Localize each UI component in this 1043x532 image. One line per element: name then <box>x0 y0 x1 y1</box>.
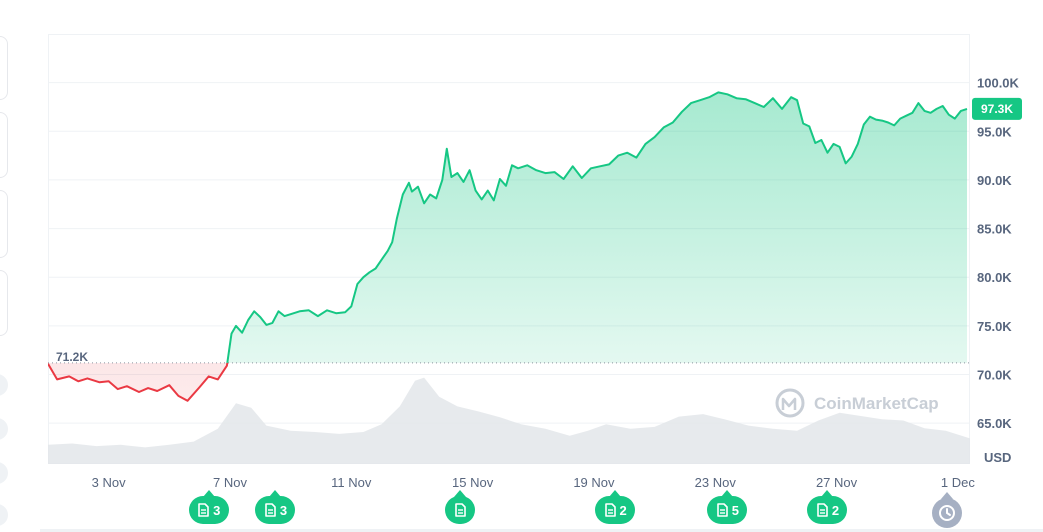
current-price-label: 97.3K <box>981 102 1013 116</box>
y-tick-label: 90.0K <box>977 173 1012 188</box>
divider <box>40 529 1043 532</box>
document-icon <box>604 503 616 517</box>
currency-label: USD <box>984 450 1011 465</box>
news-event-count: 2 <box>619 502 627 518</box>
price-area-down <box>48 362 967 401</box>
news-event-badge[interactable]: 2 <box>807 490 848 524</box>
y-tick-label: 65.0K <box>977 416 1012 431</box>
coinmarketcap-logo-icon <box>775 388 805 418</box>
volume-area <box>48 377 970 464</box>
x-tick-label: 11 Nov <box>331 475 372 490</box>
price-area-up <box>227 92 967 363</box>
document-icon <box>817 503 828 517</box>
x-tick-label: 15 Nov <box>452 475 494 490</box>
watermark-text: CoinMarketCap <box>814 394 939 413</box>
document-icon <box>455 503 466 517</box>
news-event-count: 3 <box>213 502 221 518</box>
reference-label: 71.2K <box>56 350 88 364</box>
x-tick-label: 7 Nov <box>213 475 247 490</box>
y-tick-label: 80.0K <box>977 270 1012 285</box>
document-icon <box>265 503 276 517</box>
side-control[interactable] <box>0 374 8 396</box>
clock-history-icon <box>939 505 955 521</box>
x-tick-label: 19 Nov <box>573 475 615 490</box>
news-event-count: 3 <box>279 502 288 518</box>
y-tick-label: 100.0K <box>977 76 1020 91</box>
current-price-tag <box>972 97 1022 120</box>
watermark: CoinMarketCap <box>775 388 939 418</box>
news-event-count: 5 <box>731 502 739 518</box>
side-control[interactable] <box>0 418 8 440</box>
y-tick-label: 70.0K <box>977 367 1012 382</box>
news-event-count: 2 <box>831 502 840 518</box>
x-tick-label: 23 Nov <box>695 475 737 490</box>
history-button[interactable] <box>932 492 962 528</box>
side-control[interactable] <box>0 462 8 484</box>
news-event-badge[interactable]: 3 <box>188 490 229 524</box>
price-line-up <box>226 91 968 363</box>
news-event-badge[interactable]: 5 <box>707 490 748 524</box>
document-icon <box>716 503 728 517</box>
x-tick-label: 3 Nov <box>92 475 126 490</box>
y-tick-label: 95.0K <box>977 124 1012 139</box>
x-tick-label: 27 Nov <box>816 475 858 490</box>
news-event-badge[interactable]: 3 <box>255 490 296 524</box>
side-control[interactable] <box>0 504 8 526</box>
news-event-badge[interactable] <box>445 490 476 524</box>
y-tick-label: 75.0K <box>977 319 1012 334</box>
y-tick-label: 85.0K <box>977 222 1012 237</box>
x-tick-label: 1 Dec <box>941 475 975 490</box>
news-event-badge[interactable]: 2 <box>595 490 636 524</box>
document-icon <box>198 503 209 517</box>
